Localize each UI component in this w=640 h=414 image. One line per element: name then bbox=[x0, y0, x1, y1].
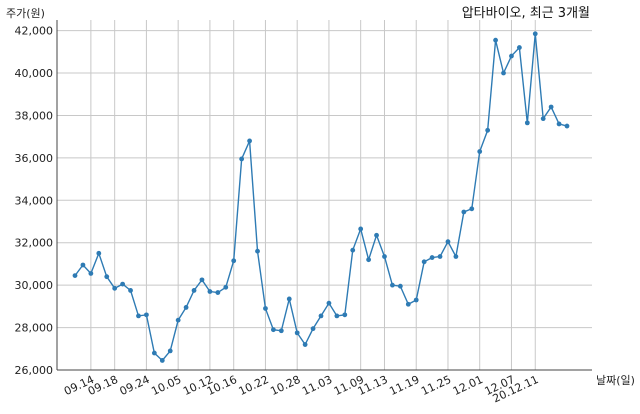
x-tick-label: 10.22 bbox=[237, 373, 271, 398]
data-point bbox=[429, 255, 435, 260]
data-point bbox=[80, 262, 86, 268]
data-point bbox=[318, 313, 324, 319]
data-point bbox=[247, 138, 252, 144]
data-point bbox=[191, 288, 197, 293]
data-point bbox=[501, 70, 506, 76]
x-tick-label: 20.12.11 bbox=[491, 373, 541, 405]
data-point bbox=[358, 226, 364, 232]
y-tick-label: 28,000 bbox=[15, 322, 54, 335]
data-point bbox=[366, 257, 372, 263]
data-point bbox=[72, 273, 78, 279]
y-tick-label: 32,000 bbox=[15, 237, 54, 250]
y-tick-label: 40,000 bbox=[15, 67, 54, 80]
data-point bbox=[516, 45, 522, 50]
data-point bbox=[556, 121, 562, 127]
x-tick-label: 11.25 bbox=[419, 373, 453, 398]
data-point bbox=[413, 297, 419, 303]
data-point bbox=[231, 258, 237, 264]
data-point bbox=[136, 313, 141, 319]
data-point bbox=[540, 116, 546, 122]
x-tick-label: 12.01 bbox=[451, 373, 485, 398]
data-point bbox=[485, 127, 491, 133]
data-point bbox=[239, 156, 245, 162]
data-point bbox=[104, 274, 110, 280]
x-tick-label: 11.19 bbox=[387, 373, 421, 398]
data-point bbox=[263, 306, 268, 311]
y-tick-label: 30,000 bbox=[15, 279, 54, 292]
data-point bbox=[469, 206, 475, 212]
x-tick-label: 10.05 bbox=[149, 373, 183, 398]
y-axis-label: 주가(원) bbox=[6, 7, 45, 20]
data-point bbox=[493, 37, 498, 43]
data-point bbox=[175, 317, 181, 323]
data-point bbox=[350, 247, 356, 253]
data-point bbox=[397, 283, 403, 289]
data-point bbox=[199, 277, 205, 283]
y-tick-label: 42,000 bbox=[15, 25, 54, 38]
data-point bbox=[207, 289, 213, 294]
y-tick-label: 34,000 bbox=[15, 194, 54, 207]
axes bbox=[56, 20, 592, 371]
data-point bbox=[390, 282, 395, 288]
data-point bbox=[151, 350, 157, 356]
data-point bbox=[120, 281, 126, 287]
data-point bbox=[382, 254, 387, 259]
data-point bbox=[278, 328, 284, 334]
data-point bbox=[548, 104, 554, 110]
y-tick-label: 36,000 bbox=[15, 152, 54, 165]
data-point bbox=[294, 330, 300, 336]
data-point bbox=[302, 342, 308, 347]
grid bbox=[57, 20, 592, 371]
data-point bbox=[223, 284, 229, 290]
data-point bbox=[286, 296, 292, 302]
data-point bbox=[445, 239, 451, 245]
data-point bbox=[255, 248, 260, 254]
chart-title: 압타바이오, 최근 3개월 bbox=[462, 6, 590, 21]
x-tick-label: 09.24 bbox=[118, 373, 152, 398]
y-tick-label: 38,000 bbox=[15, 109, 54, 122]
data-point bbox=[477, 149, 483, 154]
data-point bbox=[96, 250, 102, 256]
data-point bbox=[524, 120, 530, 126]
data-point bbox=[144, 312, 149, 318]
x-tick-label: 11.03 bbox=[300, 373, 334, 398]
x-tick-labels: 09.1409.1809.2410.0510.1210.1610.2210.28… bbox=[62, 373, 540, 405]
x-tick-label: 10.28 bbox=[268, 373, 302, 398]
data-point bbox=[215, 290, 221, 295]
data-point bbox=[88, 271, 94, 276]
data-point bbox=[564, 123, 570, 129]
data-point bbox=[421, 259, 427, 265]
y-tick-labels: 26,000 28,000 30,000 32,000 34,000 36,000 38,0… bbox=[15, 25, 54, 377]
data-point bbox=[453, 254, 459, 259]
data-point bbox=[437, 254, 443, 259]
data-point bbox=[374, 232, 379, 238]
y-tick-label: 26,000 bbox=[15, 364, 54, 377]
data-point bbox=[112, 285, 118, 291]
data-point bbox=[342, 312, 348, 318]
data-point bbox=[509, 53, 514, 59]
series-line bbox=[74, 33, 568, 362]
data-point bbox=[167, 348, 173, 354]
data-point bbox=[159, 358, 165, 363]
data-point bbox=[183, 305, 189, 310]
data-point bbox=[270, 327, 276, 333]
data-point bbox=[405, 301, 411, 307]
data-point bbox=[532, 31, 538, 37]
data-point bbox=[461, 209, 467, 215]
data-points bbox=[72, 31, 570, 363]
data-point bbox=[128, 288, 133, 293]
data-point bbox=[326, 300, 332, 306]
data-point bbox=[310, 326, 316, 332]
x-axis-label: 날짜(일) bbox=[596, 373, 635, 387]
data-point bbox=[334, 313, 340, 319]
